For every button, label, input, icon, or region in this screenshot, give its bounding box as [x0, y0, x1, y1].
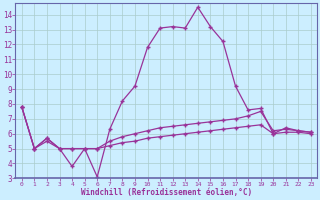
X-axis label: Windchill (Refroidissement éolien,°C): Windchill (Refroidissement éolien,°C) [81, 188, 252, 197]
